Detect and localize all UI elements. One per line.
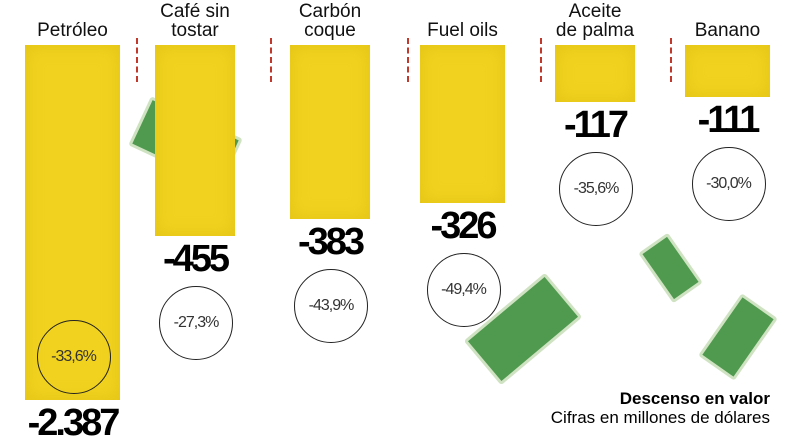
chart-title: Descenso en valor xyxy=(619,389,770,408)
value-label: -326 xyxy=(430,205,497,248)
separator xyxy=(540,38,542,82)
percent-circle: -30,0% xyxy=(691,147,766,221)
category-label: Petróleo xyxy=(37,20,108,41)
bar xyxy=(290,45,370,220)
value-label: -2.387 xyxy=(27,402,121,441)
category-label: Banano xyxy=(694,20,761,41)
value-label: -117 xyxy=(564,104,629,147)
separator xyxy=(136,38,138,82)
percent-circle: -33,6% xyxy=(36,320,111,394)
category-label: Fuel oils xyxy=(427,20,498,41)
category-label: Aceite de palma xyxy=(555,1,635,41)
bar xyxy=(420,45,505,204)
percent-circle: -43,9% xyxy=(294,269,368,344)
percent-circle: -35,6% xyxy=(559,152,633,227)
chart-subtitle: Cifras en millones de dólares xyxy=(550,408,770,427)
category-label: Carbón coque xyxy=(298,1,362,41)
percent-circle: -49,4% xyxy=(426,253,501,328)
category-label: Café sin tostar xyxy=(160,1,230,41)
bar xyxy=(685,45,770,97)
bar xyxy=(555,45,635,103)
value-label: -111 xyxy=(697,99,761,141)
separator xyxy=(407,38,409,82)
bar xyxy=(155,45,235,237)
footnote: Descenso en valor Cifras en millones de … xyxy=(551,389,770,427)
percent-circle: -27,3% xyxy=(159,286,233,361)
bill-decoration xyxy=(698,293,778,381)
value-label: -383 xyxy=(297,221,365,264)
separator xyxy=(670,38,672,82)
separator xyxy=(270,38,272,82)
bill-decoration xyxy=(638,232,703,304)
value-label: -455 xyxy=(162,238,230,281)
